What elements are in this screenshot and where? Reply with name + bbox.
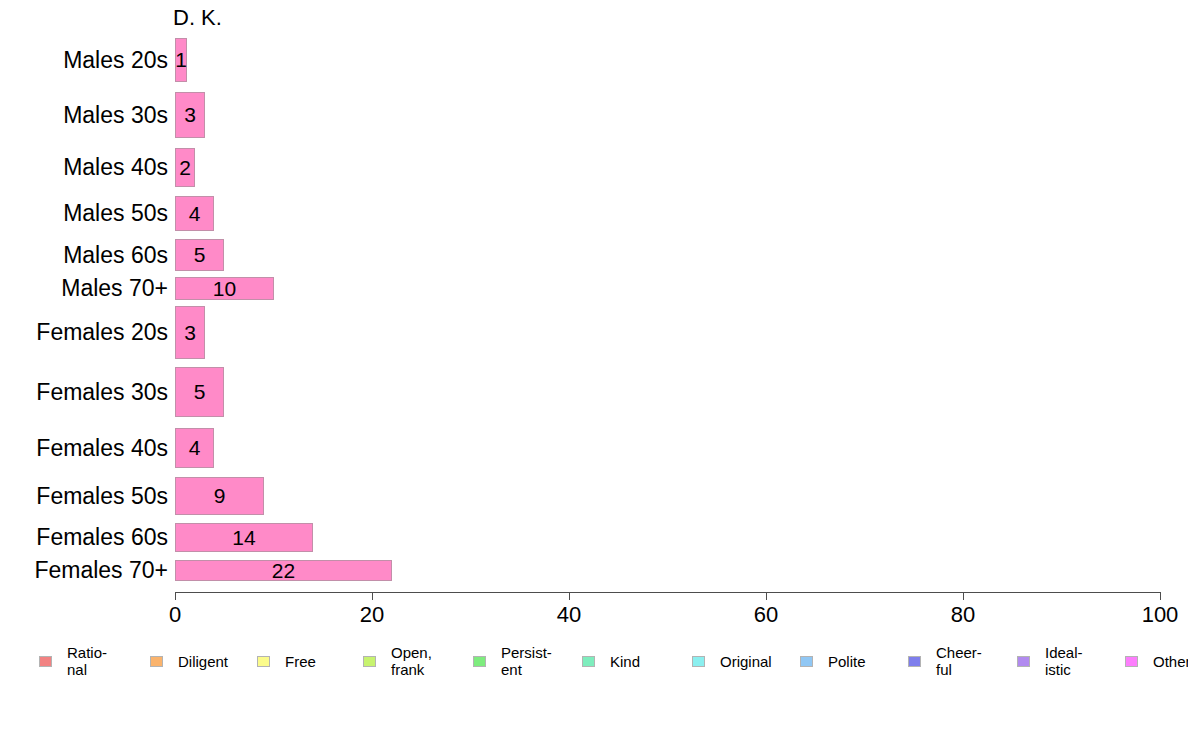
row-label: Females 50s: [0, 477, 168, 515]
legend-item: Ideal- istic: [1017, 640, 1083, 682]
bar-value-label: 9: [214, 484, 226, 508]
bar: 3: [175, 92, 205, 138]
bar-value-label: 22: [272, 559, 295, 583]
x-axis-tick-label: 100: [1125, 602, 1188, 628]
legend-item: Original: [692, 640, 772, 682]
legend-label: Free: [285, 653, 316, 670]
chart-title: D. K.: [173, 5, 222, 31]
row-label: Females 40s: [0, 428, 168, 468]
bar: 9: [175, 477, 264, 515]
row-label: Females 20s: [0, 306, 168, 359]
x-axis-tick: [1160, 592, 1161, 600]
legend-item: Polite: [800, 640, 866, 682]
bar-value-label: 5: [194, 243, 206, 267]
legend-item: Free: [257, 640, 316, 682]
legend-item: Persist- ent: [473, 640, 552, 682]
legend-label: Ratio- nal: [67, 644, 107, 678]
bar-value-label: 2: [179, 156, 191, 180]
bar: 22: [175, 560, 392, 581]
legend-swatch-icon: [257, 656, 270, 667]
bar: 4: [175, 196, 214, 231]
legend-item: Ratio- nal: [39, 640, 107, 682]
legend-item: Cheer- ful: [908, 640, 982, 682]
legend-swatch-icon: [363, 656, 376, 667]
legend-swatch-icon: [39, 656, 52, 667]
bar-value-label: 1: [175, 48, 187, 72]
bar: 4: [175, 428, 214, 468]
bar: 1: [175, 38, 187, 82]
bar-value-label: 4: [189, 436, 201, 460]
legend-swatch-icon: [1125, 656, 1138, 667]
x-axis-tick-label: 60: [731, 602, 801, 628]
bar-value-label: 10: [213, 277, 236, 301]
x-axis-tick: [569, 592, 570, 600]
legend-swatch-icon: [800, 656, 813, 667]
row-label: Males 20s: [0, 38, 168, 82]
row-label: Males 30s: [0, 92, 168, 138]
row-label: Males 50s: [0, 196, 168, 231]
bar: 3: [175, 306, 205, 359]
legend-item: Kind: [582, 640, 640, 682]
legend-swatch-icon: [692, 656, 705, 667]
x-axis-tick: [766, 592, 767, 600]
legend-swatch-icon: [150, 656, 163, 667]
legend-swatch-icon: [473, 656, 486, 667]
bar-value-label: 3: [184, 103, 196, 127]
bar: 5: [175, 367, 224, 417]
x-axis-line: [175, 592, 1160, 593]
row-label: Females 70+: [0, 560, 168, 581]
x-axis-tick: [963, 592, 964, 600]
legend-label: Cheer- ful: [936, 644, 982, 678]
legend-swatch-icon: [1017, 656, 1030, 667]
legend-label: Original: [720, 653, 772, 670]
bar: 2: [175, 148, 195, 187]
row-label: Females 60s: [0, 523, 168, 552]
bar-value-label: 4: [189, 202, 201, 226]
legend-label: Other: [1153, 653, 1188, 670]
bar: 10: [175, 277, 274, 300]
dk-bar-chart: D. K. Males 20s 1 Males 30s 3 Males 40s 2 Male…: [0, 0, 1188, 736]
bar-value-label: 5: [194, 380, 206, 404]
legend-label: Persist- ent: [501, 644, 552, 678]
legend-item: Other: [1125, 640, 1188, 682]
legend-swatch-icon: [908, 656, 921, 667]
row-label: Males 40s: [0, 148, 168, 187]
row-label: Males 70+: [0, 277, 168, 300]
bar-value-label: 3: [184, 321, 196, 345]
bar-value-label: 14: [232, 526, 255, 550]
x-axis-tick: [175, 592, 176, 600]
legend-swatch-icon: [582, 656, 595, 667]
legend-label: Ideal- istic: [1045, 644, 1083, 678]
bar: 5: [175, 239, 224, 271]
legend-item: Open, frank: [363, 640, 432, 682]
x-axis-tick-label: 0: [140, 602, 210, 628]
row-label: Females 30s: [0, 367, 168, 417]
x-axis-tick-label: 20: [337, 602, 407, 628]
x-axis-tick-label: 40: [534, 602, 604, 628]
legend-item: Diligent: [150, 640, 228, 682]
bar: 14: [175, 523, 313, 552]
legend-label: Open, frank: [391, 644, 432, 678]
legend-label: Kind: [610, 653, 640, 670]
row-label: Males 60s: [0, 239, 168, 271]
legend-label: Diligent: [178, 653, 228, 670]
legend-label: Polite: [828, 653, 866, 670]
x-axis-tick-label: 80: [928, 602, 998, 628]
x-axis-tick: [372, 592, 373, 600]
